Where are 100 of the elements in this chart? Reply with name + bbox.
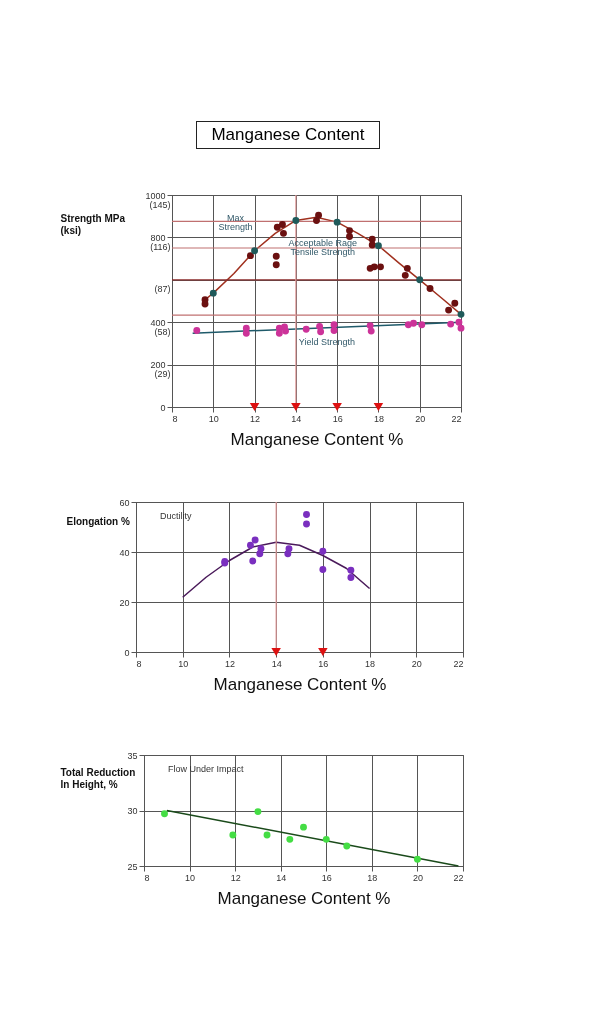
y-tick-label: 25	[127, 861, 138, 872]
point	[367, 327, 375, 335]
x-tick-label: 8	[172, 413, 178, 424]
point	[333, 218, 341, 226]
x-axis-title: Manganese Content %	[217, 888, 391, 908]
point	[246, 541, 254, 549]
point	[347, 574, 355, 581]
point	[410, 319, 417, 327]
point	[229, 831, 237, 839]
x-tick-label: 12	[224, 658, 235, 669]
point	[161, 810, 168, 818]
x-tick-label: 14	[276, 872, 287, 883]
y-tick-label: 200	[150, 360, 166, 371]
point	[300, 823, 307, 831]
point	[426, 285, 434, 292]
y-tick-label: 1000	[145, 190, 166, 201]
point	[254, 808, 262, 816]
x-axis-title: Manganese Content %	[230, 429, 404, 449]
point	[282, 327, 289, 335]
point	[193, 327, 201, 334]
x-tick-label: 12	[230, 872, 241, 883]
y-tick-label: 30	[127, 806, 138, 816]
point	[319, 547, 327, 555]
point	[416, 276, 424, 284]
point	[273, 223, 281, 231]
y2-tick-label: (145)	[149, 199, 171, 210]
line-series	[181, 541, 371, 598]
x-tick-label: 18	[367, 872, 378, 883]
x-tick-label: 8	[136, 658, 142, 669]
point	[249, 557, 257, 565]
x-tick-label: 22	[453, 658, 464, 669]
y-tick-label: 0	[124, 647, 130, 658]
point	[303, 520, 310, 528]
point	[317, 328, 325, 336]
x-tick-label: 10	[185, 872, 196, 883]
y-tick-label: 400	[150, 317, 166, 328]
x-tick-label: 10	[178, 658, 189, 669]
point	[377, 263, 384, 271]
x-tick-label: 16	[321, 872, 332, 883]
point	[251, 536, 259, 544]
point	[257, 545, 265, 553]
point	[401, 271, 409, 279]
point	[413, 855, 421, 863]
point	[272, 261, 280, 269]
point	[368, 235, 376, 243]
point	[457, 310, 465, 318]
x-tick-label: 8	[144, 872, 150, 883]
point	[347, 566, 355, 574]
point	[346, 227, 353, 235]
y2-tick-label: (58)	[154, 326, 171, 337]
point	[313, 216, 320, 224]
point	[373, 402, 384, 412]
point	[315, 211, 323, 219]
point	[303, 511, 310, 518]
y-tick-label: 40	[119, 547, 130, 558]
point	[285, 545, 293, 553]
point	[403, 264, 411, 272]
x-tick-label: 16	[332, 413, 343, 424]
point	[322, 835, 330, 843]
ref-line-label: Max Strength	[218, 213, 253, 233]
x-tick-label: 22	[451, 413, 462, 424]
x-tick-label: 18	[365, 658, 376, 669]
x-tick-label: 14	[291, 413, 302, 424]
point	[447, 320, 455, 328]
y-tick-label: 0	[160, 402, 166, 413]
point	[343, 842, 351, 850]
y2-tick-label: (87)	[154, 284, 171, 295]
x-tick-label: 18	[373, 413, 384, 424]
x-tick-label: 14	[271, 658, 282, 669]
y2-tick-label: (29)	[154, 369, 171, 380]
x-tick-label: 20	[411, 658, 422, 669]
point	[330, 327, 338, 334]
point	[319, 566, 327, 573]
point	[272, 252, 280, 260]
point	[280, 229, 287, 237]
title-frame: Manganese Content	[196, 121, 380, 149]
point	[249, 402, 260, 412]
point	[251, 247, 259, 255]
y-tick-label: 800	[150, 232, 166, 243]
y-tick-label: 60	[119, 497, 130, 508]
x-tick-label: 16	[318, 658, 329, 669]
point	[374, 242, 382, 250]
point	[366, 322, 374, 330]
point	[209, 289, 217, 297]
point	[302, 325, 310, 333]
y-axis-title: Total Reduction In Height, %	[60, 766, 136, 790]
y-axis-title: Elongation %	[66, 515, 130, 527]
y-axis-title: Strength MPa (ksi)	[60, 212, 126, 236]
point	[445, 306, 453, 314]
y-tick-label: 35	[127, 750, 138, 761]
point	[457, 324, 465, 332]
x-tick-label: 10	[208, 413, 219, 424]
point	[201, 300, 209, 308]
point	[246, 252, 254, 260]
point	[370, 263, 378, 271]
point	[292, 216, 300, 224]
point	[455, 318, 463, 326]
point	[275, 329, 283, 337]
x-tick-label: 22	[453, 872, 464, 883]
point	[242, 329, 250, 337]
